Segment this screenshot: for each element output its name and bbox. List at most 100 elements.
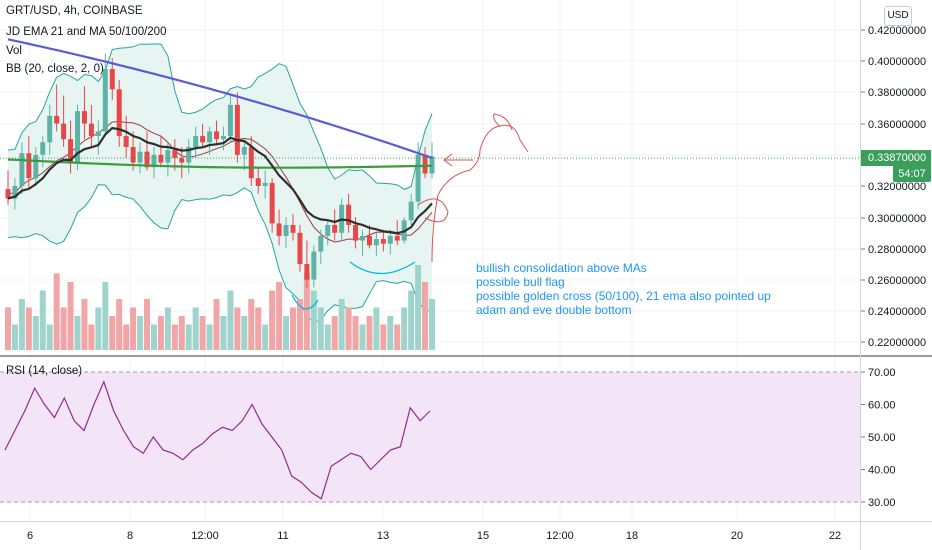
drawing-loop <box>417 198 449 223</box>
candle-body <box>394 235 400 241</box>
volume-bar <box>157 316 164 350</box>
rsi-series <box>4 380 431 500</box>
volume-bar <box>95 307 102 350</box>
volume-bar <box>178 316 185 350</box>
volume-bar <box>289 307 296 350</box>
candle-body <box>102 69 108 132</box>
candle-body <box>137 151 143 163</box>
candle-body <box>311 251 317 280</box>
candle-body <box>220 136 226 140</box>
price-tick-label: 0.24000000 <box>868 306 926 318</box>
drawing-pointer <box>443 153 473 167</box>
candle-body <box>130 147 136 163</box>
bottom-arc-left <box>291 294 319 310</box>
drawing-up-path <box>431 149 481 263</box>
indicator-vol-label[interactable]: Vol <box>6 45 22 57</box>
candle-body <box>172 150 178 158</box>
candle-body <box>318 235 324 252</box>
price-tick-label: 0.38000000 <box>868 87 926 99</box>
rsi-tick-label: 60.00 <box>868 400 896 412</box>
candle-body <box>54 115 60 124</box>
candle-body <box>214 131 220 140</box>
bottom-arc-right <box>349 261 416 275</box>
candle-body <box>380 239 386 244</box>
annotation-line-1: bullish consolidation above MAs <box>476 261 647 275</box>
candle-body <box>109 69 115 90</box>
rsi-axis[interactable]: 70.00 60.00 50.00 40.00 30.00 <box>861 367 896 509</box>
volume-bar <box>359 324 366 350</box>
candle-body <box>241 147 247 155</box>
candle-body <box>276 223 282 236</box>
annotation-line-4: adam and eve double bottom <box>476 303 632 317</box>
volume-bar <box>227 290 234 350</box>
volume-bar <box>331 316 338 350</box>
volume-bar <box>380 324 387 350</box>
drawing-arrow <box>479 113 529 153</box>
time-tick-label: 12:00 <box>546 530 574 542</box>
bb-upper <box>7 43 433 190</box>
volume-bar <box>213 299 220 350</box>
time-tick-label: 12:00 <box>191 530 219 542</box>
volume-bar <box>109 316 116 350</box>
rsi-tick-label: 30.00 <box>868 497 896 509</box>
ma100-line <box>7 38 433 159</box>
volume-bar <box>199 316 206 350</box>
volume-bar <box>5 307 11 350</box>
candle-body <box>200 136 206 143</box>
candle-body <box>353 225 359 241</box>
candle-body <box>297 232 303 264</box>
price-tick-label: 0.42000000 <box>868 25 926 37</box>
volume-bar <box>352 316 359 350</box>
candle-body <box>234 104 240 155</box>
volume-bar <box>262 324 269 350</box>
candle-body <box>144 151 150 168</box>
candle-body <box>193 136 199 147</box>
candle-body <box>304 264 310 280</box>
volume-bar <box>401 307 408 350</box>
candle-body <box>255 178 261 186</box>
time-axis[interactable]: 6 8 12:00 11 13 15 12:00 18 20 22 <box>27 530 841 542</box>
moving-averages <box>7 38 433 235</box>
candle-body <box>422 154 428 174</box>
rsi-tick-label: 70.00 <box>868 367 896 379</box>
candle-body <box>179 157 185 163</box>
time-tick-label: 20 <box>731 530 743 542</box>
candle-body <box>88 123 94 137</box>
volume-bar <box>81 299 88 350</box>
volume-bar <box>241 316 248 350</box>
price-tick-label: 0.30000000 <box>868 213 926 225</box>
candle-body <box>75 111 81 163</box>
volume-bar <box>18 299 25 350</box>
time-tick-label: 11 <box>277 530 288 542</box>
candle-body <box>47 115 53 143</box>
indicator-ema-ma-label[interactable]: JD EMA 21 and MA 50/100/200 <box>6 26 167 38</box>
volume-bar <box>269 290 276 350</box>
candle-body <box>151 154 157 168</box>
symbol-title[interactable]: GRT/USD, 4h, COINBASE <box>6 5 143 17</box>
hand-drawings <box>291 113 529 310</box>
volume-bar <box>220 316 227 350</box>
volume-bar <box>88 324 95 350</box>
volume-bar <box>137 316 144 350</box>
price-tick-label: 0.22000000 <box>868 337 926 349</box>
candle-body <box>248 147 254 179</box>
candle-body <box>158 154 164 163</box>
time-tick-label: 18 <box>626 530 638 542</box>
rsi-tick-label: 40.00 <box>868 465 896 477</box>
volume-bar <box>387 316 394 350</box>
price-tick-label: 0.32000000 <box>868 181 926 193</box>
volume-bar <box>25 307 32 350</box>
time-tick-label: 6 <box>27 530 33 542</box>
volume-bars <box>5 265 435 350</box>
volume-bar <box>310 290 317 350</box>
indicator-bb-label[interactable]: BB (20, close, 2, 0) <box>6 63 104 75</box>
currency-button[interactable]: USD <box>884 6 912 26</box>
candle-body <box>19 153 25 186</box>
price-axis[interactable]: 0.42000000 0.40000000 0.38000000 0.36000000… <box>861 25 926 349</box>
candle-body <box>227 104 233 137</box>
candle-body <box>40 142 46 155</box>
volume-bar <box>11 324 18 350</box>
indicator-rsi-label[interactable]: RSI (14, close) <box>6 365 83 377</box>
candle-body <box>95 131 101 137</box>
